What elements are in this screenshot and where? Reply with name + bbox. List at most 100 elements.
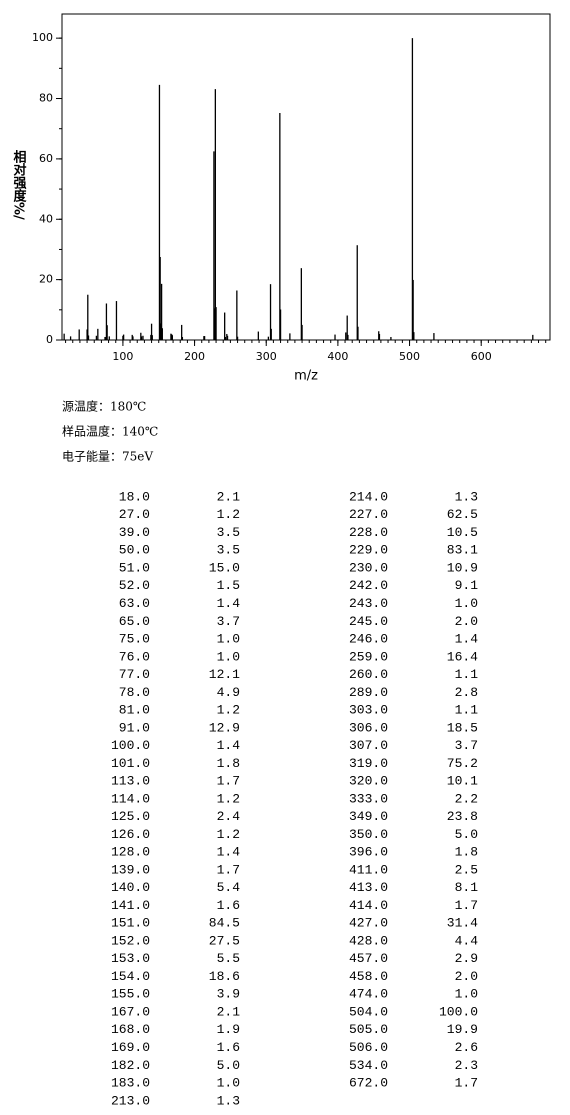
intensity-cell: 1.9 [217, 1022, 240, 1037]
mass-cell: 114.0 [111, 791, 150, 806]
intensity-cell: 1.4 [217, 596, 241, 611]
mass-cell: 182.0 [111, 1058, 150, 1073]
info-line: 电子能量：75eV [62, 450, 153, 464]
mass-cell: 349.0 [349, 809, 388, 824]
mass-cell: 81.0 [119, 703, 150, 718]
mass-cell: 75.0 [119, 632, 150, 647]
mass-cell: 319.0 [349, 756, 388, 771]
intensity-cell: 1.0 [217, 649, 240, 664]
intensity-cell: 18.5 [447, 720, 478, 735]
mass-cell: 411.0 [349, 862, 388, 877]
mass-cell: 27.0 [119, 507, 150, 522]
intensity-cell: 3.7 [217, 614, 240, 629]
x-tick-label: 300 [256, 350, 277, 363]
intensity-cell: 10.9 [447, 560, 478, 575]
mass-cell: 350.0 [349, 827, 388, 842]
mass-cell: 245.0 [349, 614, 388, 629]
intensity-cell: 1.0 [455, 596, 478, 611]
mass-cell: 534.0 [349, 1058, 388, 1073]
mass-cell: 125.0 [111, 809, 150, 824]
mass-cell: 504.0 [349, 1004, 388, 1019]
mass-cell: 506.0 [349, 1040, 388, 1055]
info-line: 源温度：180℃ [62, 399, 146, 414]
mass-cell: 246.0 [349, 632, 388, 647]
intensity-cell: 4.9 [217, 685, 240, 700]
intensity-cell: 1.7 [455, 898, 478, 913]
intensity-cell: 1.6 [217, 1040, 240, 1055]
mass-cell: 18.0 [119, 489, 150, 504]
mass-cell: 242.0 [349, 578, 388, 593]
x-tick-label: 500 [399, 350, 420, 363]
mass-cell: 101.0 [111, 756, 150, 771]
mass-cell: 128.0 [111, 845, 150, 860]
mass-cell: 113.0 [111, 774, 150, 789]
intensity-cell: 2.2 [455, 791, 478, 806]
mass-cell: 259.0 [349, 649, 388, 664]
mass-cell: 457.0 [349, 951, 388, 966]
mass-cell: 228.0 [349, 525, 388, 540]
intensity-cell: 1.2 [217, 703, 240, 718]
mass-cell: 413.0 [349, 880, 388, 895]
mass-cell: 140.0 [111, 880, 150, 895]
mass-cell: 307.0 [349, 738, 388, 753]
x-axis-label: m/z [294, 369, 318, 384]
intensity-cell: 1.7 [455, 1076, 478, 1091]
mass-cell: 333.0 [349, 791, 388, 806]
y-axis-label: 相对强度%/ [11, 149, 27, 220]
intensity-cell: 3.9 [217, 987, 240, 1002]
intensity-cell: 10.1 [447, 774, 478, 789]
mass-cell: 141.0 [111, 898, 150, 913]
intensity-cell: 1.3 [217, 1093, 240, 1108]
mass-cell: 289.0 [349, 685, 388, 700]
intensity-cell: 1.7 [217, 862, 240, 877]
intensity-cell: 10.5 [447, 525, 478, 540]
x-tick-label: 200 [184, 350, 205, 363]
mass-cell: 428.0 [349, 933, 388, 948]
mass-cell: 243.0 [349, 596, 388, 611]
intensity-cell: 1.8 [217, 756, 240, 771]
intensity-cell: 2.1 [217, 1004, 241, 1019]
intensity-cell: 12.9 [209, 720, 240, 735]
intensity-cell: 84.5 [209, 916, 240, 931]
y-tick-label: 100 [32, 31, 53, 44]
mass-cell: 427.0 [349, 916, 388, 931]
intensity-cell: 2.5 [455, 862, 478, 877]
mass-cell: 91.0 [119, 720, 150, 735]
mass-cell: 39.0 [119, 525, 150, 540]
intensity-cell: 8.1 [455, 880, 479, 895]
intensity-cell: 2.4 [217, 809, 241, 824]
intensity-cell: 1.0 [217, 1076, 240, 1091]
intensity-cell: 1.5 [217, 578, 240, 593]
intensity-cell: 16.4 [447, 649, 478, 664]
mass-cell: 169.0 [111, 1040, 150, 1055]
intensity-cell: 5.0 [455, 827, 478, 842]
info-line: 样品温度：140℃ [62, 424, 158, 439]
intensity-cell: 83.1 [447, 543, 478, 558]
x-tick-label: 100 [112, 350, 133, 363]
intensity-cell: 1.4 [217, 845, 241, 860]
mass-cell: 320.0 [349, 774, 388, 789]
intensity-cell: 1.0 [455, 987, 478, 1002]
intensity-cell: 1.6 [217, 898, 240, 913]
intensity-cell: 19.9 [447, 1022, 478, 1037]
intensity-cell: 75.2 [447, 756, 478, 771]
mass-cell: 229.0 [349, 543, 388, 558]
intensity-cell: 5.0 [217, 1058, 240, 1073]
intensity-cell: 2.9 [455, 951, 478, 966]
mass-cell: 213.0 [111, 1093, 150, 1108]
mass-cell: 306.0 [349, 720, 388, 735]
intensity-cell: 12.1 [209, 667, 240, 682]
intensity-cell: 31.4 [447, 916, 478, 931]
mass-cell: 139.0 [111, 862, 150, 877]
intensity-cell: 1.8 [455, 845, 478, 860]
mass-cell: 167.0 [111, 1004, 150, 1019]
mass-cell: 78.0 [119, 685, 150, 700]
intensity-cell: 27.5 [209, 933, 240, 948]
intensity-cell: 23.8 [447, 809, 478, 824]
intensity-cell: 2.0 [455, 614, 478, 629]
intensity-cell: 1.4 [217, 738, 241, 753]
mass-cell: 52.0 [119, 578, 150, 593]
intensity-cell: 1.7 [217, 774, 240, 789]
mass-cell: 100.0 [111, 738, 150, 753]
intensity-cell: 1.2 [217, 827, 240, 842]
